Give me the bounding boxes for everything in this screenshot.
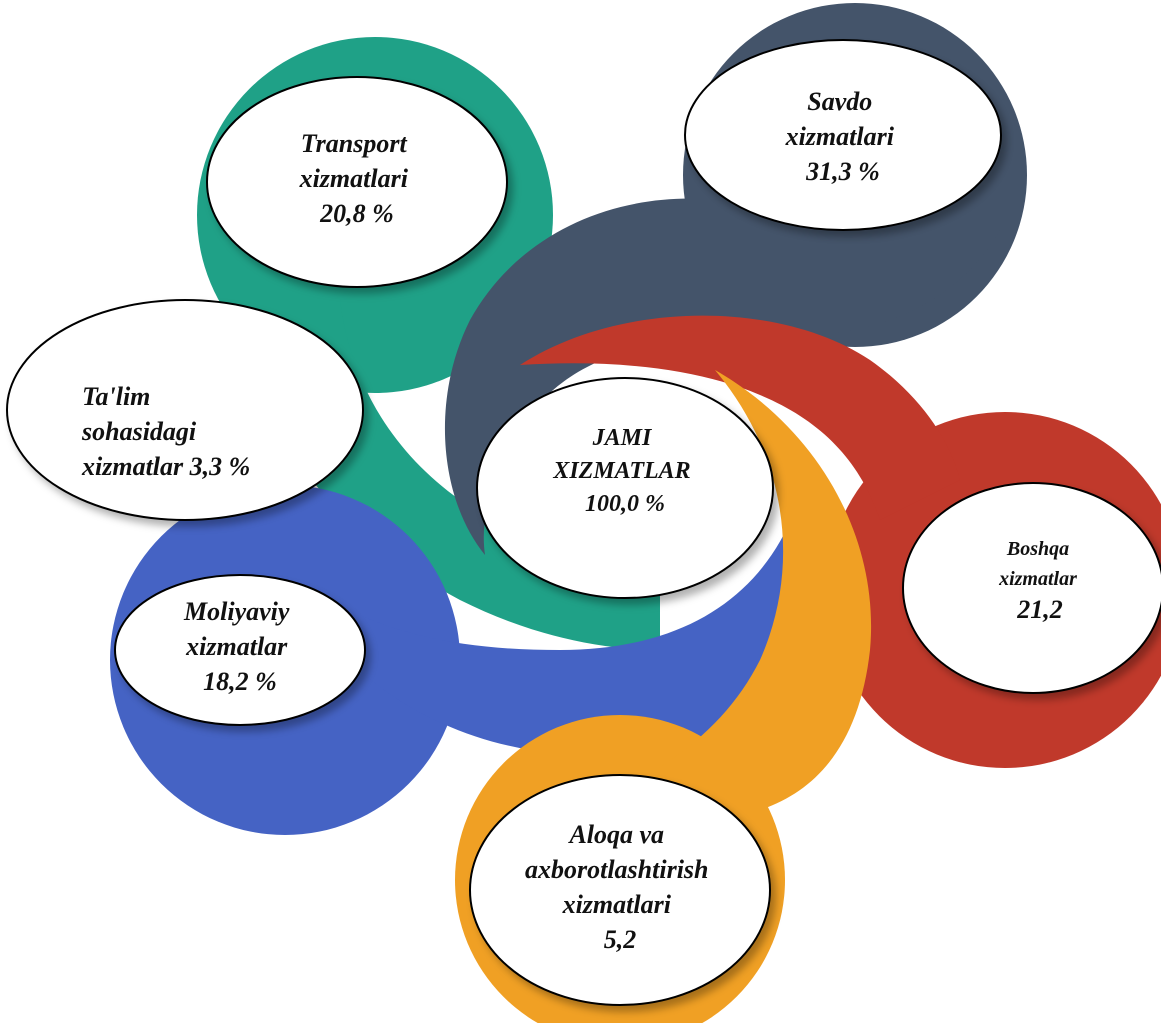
- bubble-boshqa: Boshqa xizmatlar 21,2: [902, 482, 1161, 694]
- aloqa-line-2: axborotlashtirish: [525, 855, 709, 884]
- boshqa-line-3: 21,2: [1016, 595, 1063, 624]
- aloqa-line-1: Aloqa va: [567, 820, 664, 849]
- center-line-1: JAMI: [592, 425, 653, 451]
- bubble-moliyaviy: Moliyaviy xizmatlar 18,2 %: [114, 574, 366, 726]
- bubble-transport-text: Transport xizmatlari 20,8 %: [299, 129, 415, 228]
- center-total: JAMI XIZMATLAR 100,0 %: [476, 377, 774, 599]
- bubble-savdo-text: Savdo xizmatlari 31,3 %: [785, 87, 901, 186]
- center-line-2: XIZMATLAR: [552, 458, 690, 484]
- savdo-line-1: Savdo: [807, 87, 872, 116]
- transport-line-1: Transport: [301, 129, 408, 158]
- bubble-aloqa: Aloqa va axborotlashtirish xizmatlari 5,…: [469, 774, 771, 1006]
- savdo-line-3: 31,3 %: [805, 157, 880, 186]
- moliyaviy-line-1: Moliyaviy: [183, 597, 290, 626]
- transport-line-3: 20,8 %: [319, 199, 394, 228]
- talim-line-2: sohasidagi: [81, 417, 197, 446]
- aloqa-line-3: xizmatlari: [562, 890, 672, 919]
- bubble-boshqa-text: Boshqa xizmatlar 21,2: [998, 538, 1081, 624]
- talim-line-1: Ta'lim: [82, 382, 150, 411]
- bubble-moliyaviy-text: Moliyaviy xizmatlar 18,2 %: [183, 597, 296, 696]
- bubble-aloqa-text: Aloqa va axborotlashtirish xizmatlari 5,…: [525, 820, 715, 954]
- bubble-transport: Transport xizmatlari 20,8 %: [206, 76, 508, 288]
- aloqa-line-4: 5,2: [604, 925, 637, 954]
- talim-line-3: xizmatlar 3,3 %: [81, 452, 250, 481]
- savdo-line-2: xizmatlari: [785, 122, 895, 151]
- boshqa-line-1: Boshqa: [1006, 538, 1069, 560]
- boshqa-line-2: xizmatlar: [998, 568, 1077, 590]
- bubble-talim-text: Ta'lim sohasidagi xizmatlar 3,3 %: [81, 382, 250, 481]
- bubble-talim: Ta'lim sohasidagi xizmatlar 3,3 %: [6, 299, 364, 521]
- transport-line-2: xizmatlari: [299, 164, 409, 193]
- center-total-text: JAMI XIZMATLAR 100,0 %: [552, 425, 696, 517]
- moliyaviy-line-3: 18,2 %: [203, 667, 277, 696]
- center-line-3: 100,0 %: [585, 491, 665, 517]
- bubble-savdo: Savdo xizmatlari 31,3 %: [684, 39, 1002, 231]
- moliyaviy-line-2: xizmatlar: [185, 632, 288, 661]
